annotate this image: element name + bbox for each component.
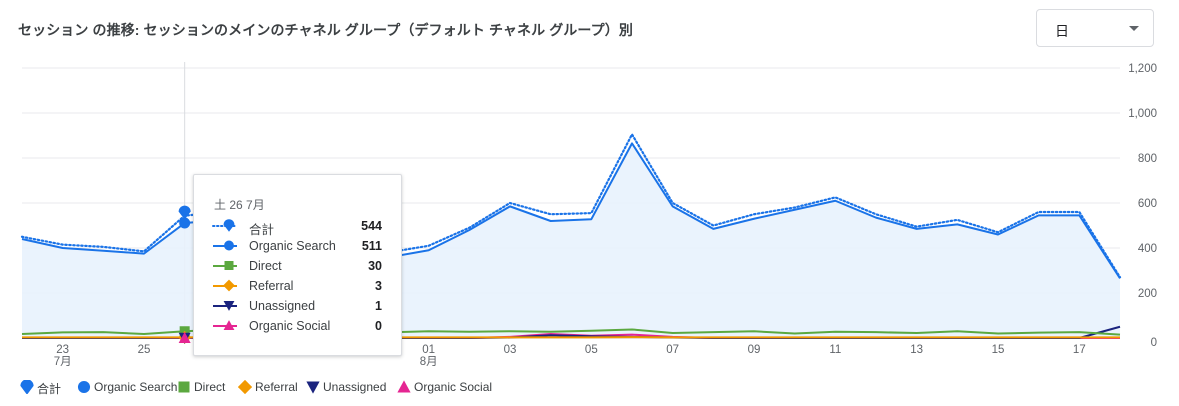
tooltip-date: 土 26 7月 — [214, 198, 265, 212]
legend-marker-icon — [178, 381, 190, 393]
legend-label: Referral — [255, 380, 298, 394]
x-tick-label: 17 — [1073, 344, 1086, 356]
legend-marker — [306, 381, 320, 394]
y-tick-label: 400 — [1138, 243, 1157, 255]
legend-marker — [238, 380, 252, 394]
legend-marker — [178, 381, 190, 393]
y-tick-label: 0 — [1151, 337, 1157, 349]
organic-search-area — [22, 143, 1120, 338]
series-swatch-icon — [213, 301, 237, 311]
granularity-dropdown[interactable]: 日 — [1036, 9, 1154, 47]
legend-marker — [397, 380, 411, 393]
tooltip-series-value: 0 — [375, 319, 382, 333]
chart-title: セッション の推移: セッションのメインのチャネル グループ（デフォルト チャネ… — [18, 22, 633, 38]
hover-marker-social — [178, 332, 191, 343]
x-tick-label: 09 — [748, 344, 761, 356]
tooltip-row-total: 合計 544 — [212, 216, 382, 237]
x-tick-month-label: 7月 — [54, 356, 72, 368]
x-tick-label: 11 — [829, 344, 841, 356]
tooltip-series-name: Organic Search — [249, 239, 336, 253]
series-swatch-icon — [213, 320, 237, 330]
x-tick-label: 15 — [992, 344, 1005, 356]
legend-marker — [20, 380, 34, 394]
x-tick-label: 01 — [422, 344, 435, 356]
tooltip-series-value: 30 — [368, 259, 382, 273]
series-swatch-icon — [213, 279, 237, 292]
legend-label: Organic Search — [94, 380, 178, 394]
tooltip-series-value: 3 — [375, 279, 382, 293]
line-chart[interactable]: 02004006008001,0001,200237月25272931018月0… — [0, 0, 1179, 370]
swatch-marker — [223, 279, 235, 292]
legend-marker-icon — [20, 380, 34, 394]
y-tick-label: 200 — [1138, 288, 1157, 300]
tooltip-row-unassigned: Unassigned 1 — [212, 296, 382, 316]
legend-marker-icon — [77, 380, 91, 394]
hover-marker-total — [178, 205, 191, 220]
tooltip-series-name: Unassigned — [249, 299, 316, 313]
series-swatch-icon — [212, 219, 238, 232]
tooltip-row-direct: Direct 30 — [212, 256, 382, 276]
x-tick-label: 05 — [585, 344, 598, 356]
y-tick-label: 1,200 — [1128, 63, 1157, 75]
series-swatch-icon — [213, 240, 237, 251]
tooltip-series-name: Direct — [249, 259, 282, 273]
tooltip-series-name: Referral — [249, 279, 294, 293]
tooltip-series-value: 511 — [361, 239, 382, 253]
tooltip-row-referral: Referral 3 — [212, 276, 382, 296]
y-tick-label: 1,000 — [1128, 108, 1157, 120]
x-tick-label: 03 — [504, 344, 517, 356]
chart-tooltip: 土 26 7月 合計 544 Organic Search 511 Direct 30 Re… — [193, 174, 402, 356]
tooltip-series-value: 544 — [361, 219, 382, 233]
x-tick-label: 07 — [666, 344, 679, 356]
y-tick-label: 800 — [1138, 153, 1157, 165]
swatch-marker — [223, 320, 235, 330]
tooltip-series-name: 合計 — [249, 223, 275, 237]
granularity-value: 日 — [1055, 23, 1069, 39]
legend-marker — [77, 380, 91, 394]
legend-marker-icon — [306, 381, 320, 394]
swatch-marker — [223, 219, 235, 232]
tooltip-row-social: Organic Social 0 — [212, 316, 382, 336]
legend-label: 合計 — [37, 382, 62, 396]
tooltip-series-name: Organic Social — [249, 319, 331, 333]
x-tick-label: 25 — [138, 344, 151, 356]
legend-label: Unassigned — [323, 380, 387, 394]
swatch-marker — [224, 261, 234, 270]
legend-label: Direct — [194, 380, 226, 394]
swatch-marker — [223, 301, 235, 311]
tooltip-series-value: 1 — [375, 299, 382, 313]
legend-label: Organic Social — [414, 380, 493, 394]
legend-marker-icon — [397, 380, 411, 393]
y-tick-label: 600 — [1138, 198, 1157, 210]
tooltip-row-organic: Organic Search 511 — [212, 236, 382, 256]
x-tick-month-label: 8月 — [420, 356, 438, 368]
x-tick-label: 13 — [910, 344, 923, 356]
x-tick-label: 23 — [56, 344, 69, 356]
hover-marker-organic — [179, 217, 191, 229]
chevron-down-icon — [1129, 26, 1139, 31]
legend-marker-icon — [238, 380, 252, 394]
series-swatch-icon — [213, 261, 237, 270]
swatch-marker — [224, 240, 234, 251]
